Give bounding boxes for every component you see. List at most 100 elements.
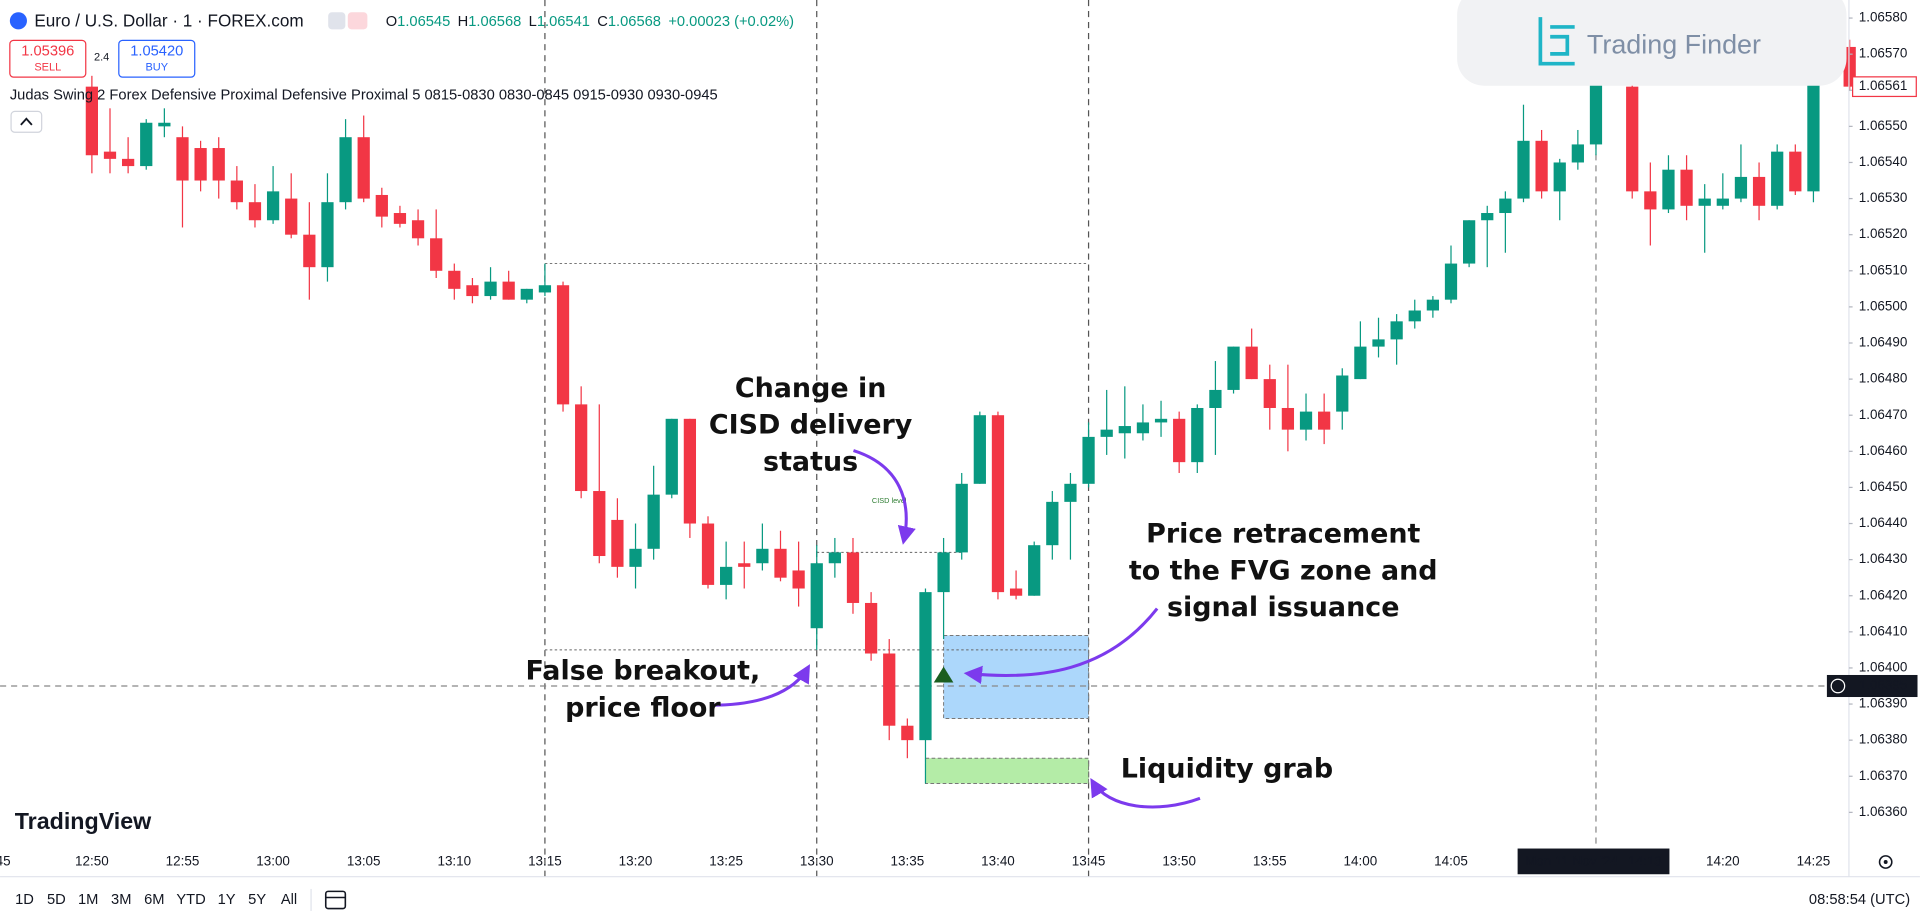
- candle-body: [411, 220, 425, 239]
- x-tick-label: 13:00: [256, 854, 290, 869]
- candle-body: [864, 602, 878, 654]
- range-button[interactable]: All: [281, 892, 297, 908]
- candle-body: [520, 288, 533, 300]
- y-tick-label: 1.06360: [1859, 804, 1908, 819]
- candle-body: [1535, 140, 1548, 192]
- candle-body: [756, 548, 769, 564]
- y-tick-label: 1.06530: [1859, 190, 1908, 205]
- ohlc-change: +0.00023 (+0.02%): [668, 14, 794, 30]
- range-button[interactable]: YTD: [176, 892, 205, 908]
- clock: 08:58:54 (UTC): [1809, 892, 1910, 908]
- candle-body: [1680, 169, 1693, 206]
- y-tick-label: 1.06440: [1859, 515, 1908, 530]
- annotation: Liquidity grab: [1121, 754, 1333, 785]
- candle-body: [1100, 429, 1113, 437]
- candle-body: [1553, 162, 1566, 192]
- candle-body: [556, 285, 570, 405]
- candle-body: [212, 148, 225, 181]
- range-button[interactable]: 1M: [78, 892, 98, 908]
- x-tick-label: 13:55: [1253, 854, 1287, 869]
- candle-body: [1462, 220, 1476, 264]
- candle-body: [720, 566, 733, 585]
- candle-body: [1372, 339, 1385, 347]
- candle-body: [774, 548, 787, 578]
- candle-body: [883, 653, 896, 726]
- x-tick-label: 13:15: [528, 854, 562, 869]
- candle-body: [1082, 436, 1095, 484]
- level-label: CISD level: [872, 496, 907, 505]
- icon-button[interactable]: [347, 12, 368, 30]
- x-tick-label: 12:50: [75, 854, 109, 869]
- candle-body: [1191, 407, 1204, 463]
- range-button[interactable]: 3M: [111, 892, 131, 908]
- candle-body: [1354, 346, 1367, 380]
- candle-body: [611, 519, 624, 567]
- candle-body: [538, 285, 552, 293]
- annotation: Price retracement: [1146, 519, 1420, 550]
- calendar-icon[interactable]: [324, 890, 347, 910]
- candle-body: [1698, 198, 1711, 206]
- candle-body: [1789, 151, 1802, 192]
- range-button[interactable]: 5D: [47, 892, 66, 908]
- x-tick-label: 13:25: [709, 854, 743, 869]
- candle-body: [1408, 310, 1421, 322]
- x-tick-label: :45: [0, 854, 11, 869]
- candle-body: [1517, 140, 1530, 199]
- sell-button[interactable]: [9, 39, 87, 78]
- candle-body: [230, 180, 243, 203]
- candle-body: [1136, 422, 1150, 434]
- logo-text: Trading Finder: [1587, 30, 1761, 60]
- y-tick-label: 1.06510: [1859, 262, 1908, 277]
- symbol-title: Euro / U.S. Dollar · 1 · FOREX.com: [34, 11, 303, 31]
- candle-body: [1154, 418, 1168, 423]
- y-tick-label: 1.06400: [1859, 660, 1908, 675]
- ohlc-letter: O: [386, 14, 397, 30]
- candle-body: [1209, 389, 1222, 408]
- y-tick-label: 1.06480: [1859, 371, 1908, 386]
- candle-body: [85, 86, 98, 156]
- ohlc-value: 1.06545: [397, 14, 450, 30]
- crosshair-add[interactable]: [1830, 678, 1846, 694]
- annotation: to the FVG zone and: [1129, 555, 1438, 586]
- ohlc-readout: O1.06545 H1.06568 L1.06541 C1.06568 +0.00023…: [386, 14, 794, 30]
- candle-body: [1318, 411, 1331, 430]
- zone: [943, 634, 1090, 719]
- annotation: CISD delivery: [709, 410, 913, 441]
- x-tick-label: 13:05: [347, 854, 381, 869]
- x-tick-label: 13:20: [619, 854, 653, 869]
- candle-body: [919, 592, 932, 741]
- x-tick-label: 13:45: [1072, 854, 1106, 869]
- candle-body: [1734, 176, 1748, 199]
- range-button[interactable]: 5Y: [248, 892, 266, 908]
- candle-body: [1336, 375, 1349, 412]
- collapse-button[interactable]: [10, 110, 43, 133]
- candle-body: [701, 523, 715, 585]
- candle-body: [1245, 346, 1258, 380]
- range-button[interactable]: 1D: [15, 892, 34, 908]
- y-tick-label: 1.06460: [1859, 443, 1908, 458]
- watermark: TradingView: [15, 808, 152, 834]
- candle-body: [792, 570, 805, 589]
- icon-button[interactable]: [328, 12, 346, 30]
- candle-body: [593, 491, 606, 557]
- range-button[interactable]: 1Y: [218, 892, 236, 908]
- candle-body: [303, 234, 316, 268]
- candle-body: [1444, 263, 1458, 300]
- candle-body: [810, 563, 823, 629]
- settings-icon[interactable]: [1878, 855, 1893, 869]
- y-tick-label: 1.06450: [1859, 479, 1908, 494]
- buy-button[interactable]: [118, 39, 196, 78]
- range-button[interactable]: 6M: [144, 892, 164, 908]
- y-tick-label: 1.06570: [1859, 46, 1908, 61]
- candle-body: [991, 415, 1005, 593]
- candle-body: [1281, 407, 1295, 430]
- x-tick-label: 13:10: [437, 854, 471, 869]
- candle-body: [1390, 321, 1403, 340]
- x-tick-label: 13:50: [1162, 854, 1196, 869]
- y-tick-label: 1.06390: [1859, 696, 1908, 711]
- candle-body: [121, 158, 135, 167]
- candle-body: [901, 725, 914, 741]
- candle-body: [846, 552, 860, 603]
- zone: [924, 757, 1090, 784]
- candle-body: [1046, 501, 1059, 546]
